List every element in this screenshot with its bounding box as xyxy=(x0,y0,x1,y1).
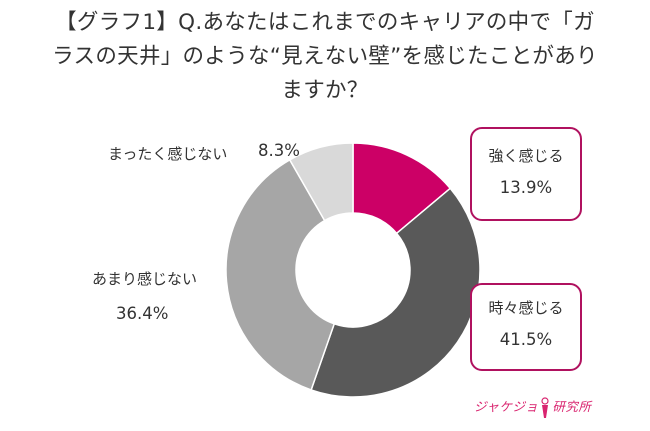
title-line-2: ラスの天井」のような“見えない壁”を感じたことがあり xyxy=(52,44,598,69)
figure-icon xyxy=(541,396,549,418)
slice-pct-sometimes: 41.5% xyxy=(499,330,553,349)
brand-logo: ジャケジョ 研究所 xyxy=(474,396,591,419)
donut-slice-not-much xyxy=(225,158,336,391)
slice-label-sometimes: 時々感じる xyxy=(488,299,564,317)
slice-pct-strongly: 13.9% xyxy=(499,178,553,197)
logo-text-left: ジャケジョ xyxy=(474,399,539,414)
donut-slice-not-at-all xyxy=(288,142,354,222)
slice-pct-not-much: 36.4% xyxy=(116,304,169,323)
slice-label-strongly: 強く感じる xyxy=(488,147,564,165)
logo-text-right: 研究所 xyxy=(552,399,592,414)
slice-label-not-at-all: まったく感じない xyxy=(108,145,228,163)
slice-label-not-much: あまり感じない xyxy=(92,270,198,288)
chart-title: 【グラフ1】Q.あなたはこれまでのキャリアの中で「ガ ラスの天井」のような“見え… xyxy=(0,6,650,108)
title-line-1: 【グラフ1】Q.あなたはこれまでのキャリアの中で「ガ xyxy=(55,10,595,35)
slice-pct-not-at-all: 8.3% xyxy=(258,141,300,160)
title-line-3: ますか？ xyxy=(281,78,369,103)
slice-label-box-sometimes: 時々感じる 41.5% xyxy=(470,283,582,371)
donut-slice-sometimes xyxy=(310,187,481,398)
slice-label-box-strongly: 強く感じる 13.9% xyxy=(470,127,582,221)
